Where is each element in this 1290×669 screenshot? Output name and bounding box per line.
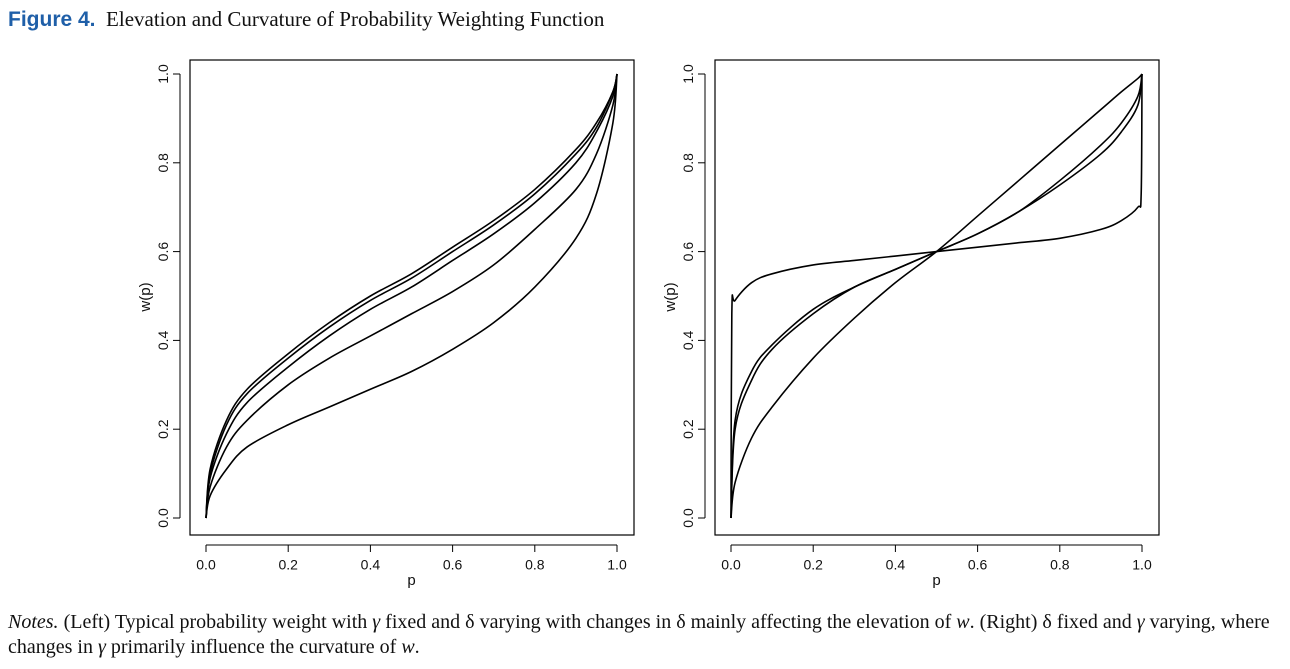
notes-text-2: fixed and δ varying with changes in δ ma… <box>380 611 957 633</box>
y-tick-label: 0.8 <box>155 153 171 173</box>
figure-notes: Notes. (Left) Typical probability weight… <box>8 610 1288 660</box>
notes-text-1: (Left) Typical probability weight with <box>58 611 373 633</box>
y-tick-label: 1.0 <box>155 64 171 84</box>
y-tick-label: 0.4 <box>155 330 171 350</box>
notes-gamma-2: γ <box>1136 611 1145 633</box>
x-tick-label: 0.2 <box>803 556 823 572</box>
y-tick-label: 1.0 <box>680 64 696 84</box>
x-tick-label: 0.4 <box>886 556 906 572</box>
series-line-2 <box>730 73 1143 519</box>
series-line-3 <box>730 73 1143 519</box>
series-line-1 <box>205 73 618 519</box>
y-axis-label: w(p) <box>137 282 154 312</box>
plot-frame <box>189 59 635 536</box>
y-tick-label: 0.2 <box>155 419 171 439</box>
series-line-1 <box>730 73 1143 519</box>
notes-w-2: w <box>401 636 415 658</box>
notes-gamma-3: γ <box>97 636 106 658</box>
figure-label: Figure 4. <box>8 8 96 31</box>
y-tick-label: 0.2 <box>680 419 696 439</box>
x-tick-label: 0.8 <box>1050 556 1070 572</box>
x-tick-label: 0.0 <box>196 556 216 572</box>
notes-text-3: . (Right) δ fixed and <box>969 611 1137 633</box>
figure-title-text: Elevation and Curvature of Probability W… <box>106 7 605 31</box>
x-axis-label: p <box>932 572 940 589</box>
notes-text-4: varying, where changes in <box>8 611 1270 658</box>
plot-frame <box>714 59 1160 536</box>
y-tick-label: 0.4 <box>680 330 696 350</box>
notes-w-1: w <box>956 611 970 633</box>
y-tick-label: 0.0 <box>680 508 696 528</box>
y-axis-label: w(p) <box>662 282 679 312</box>
series-line-4 <box>730 73 1143 519</box>
x-tick-label: 1.0 <box>1132 556 1152 572</box>
y-tick-label: 0.8 <box>680 153 696 173</box>
notes-lead: Notes. <box>8 611 59 633</box>
series-line-4 <box>205 73 618 519</box>
x-tick-label: 0.4 <box>361 556 381 572</box>
series-line-5 <box>205 73 618 519</box>
notes-text-6: . <box>414 636 420 658</box>
left-panel: 0.0 0.2 0.4 0.6 0.8 1.0 0.0 0.2 0.4 0.6 0.8 1.0 p w(p… <box>137 59 635 589</box>
series-line-2 <box>205 73 618 519</box>
x-tick-label: 0.0 <box>721 556 741 572</box>
x-tick-label: 0.6 <box>968 556 988 572</box>
series-line-3 <box>205 73 618 519</box>
x-tick-label: 0.6 <box>443 556 463 572</box>
y-tick-label: 0.6 <box>680 242 696 262</box>
notes-gamma-1: γ <box>372 611 381 633</box>
x-axis-label: p <box>407 572 415 589</box>
figure-title: Figure 4. Elevation and Curvature of Pro… <box>8 4 604 34</box>
x-tick-label: 0.8 <box>525 556 545 572</box>
x-tick-label: 0.2 <box>278 556 298 572</box>
x-tick-label: 1.0 <box>607 556 627 572</box>
y-tick-label: 0.6 <box>155 242 171 262</box>
y-tick-label: 0.0 <box>155 508 171 528</box>
notes-text-5: primarily influence the curvature of <box>105 636 402 658</box>
right-panel: 0.0 0.2 0.4 0.6 0.8 1.0 0.0 0.2 0.4 0.6 0.8 1.0 p w(p… <box>662 59 1160 589</box>
